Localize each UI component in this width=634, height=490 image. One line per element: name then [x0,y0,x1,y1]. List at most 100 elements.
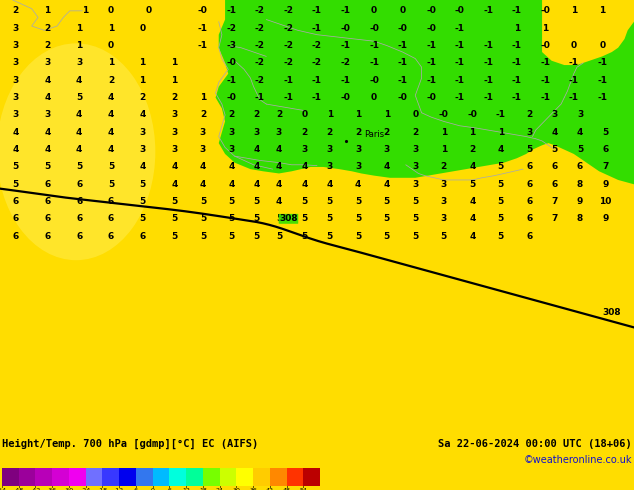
Text: 4: 4 [498,145,504,154]
Text: 2: 2 [384,128,390,137]
Text: 3: 3 [441,180,447,189]
Text: 48: 48 [283,488,290,490]
Text: -1: -1 [455,76,465,85]
Bar [36,468,52,486]
Text: 5: 5 [254,197,260,206]
Text: 54: 54 [299,488,307,490]
Text: -1: -1 [483,41,493,50]
Text: 5: 5 [355,197,361,206]
Text: 1: 1 [384,110,390,120]
Text: 3: 3 [441,215,447,223]
Text: 4: 4 [76,76,82,85]
Text: 4: 4 [108,145,114,154]
Text: 4: 4 [301,163,307,172]
Text: Paris: Paris [365,130,385,139]
Text: -1: -1 [540,93,550,102]
Bar [253,468,270,486]
Text: 4: 4 [108,128,114,137]
Text: 5: 5 [13,180,19,189]
Text: 5: 5 [498,197,504,206]
Text: 4: 4 [200,180,206,189]
Bar [203,468,219,486]
Text: 1: 1 [599,6,605,15]
Text: 3: 3 [441,197,447,206]
Text: -2: -2 [340,58,351,68]
Text: 8: 8 [577,215,583,223]
Text: -2: -2 [283,24,294,33]
Text: 4: 4 [76,145,82,154]
Text: 6: 6 [108,232,114,241]
Text: 3: 3 [276,128,282,137]
Text: 6: 6 [76,232,82,241]
Text: 5: 5 [412,232,418,241]
Text: 5: 5 [171,215,178,223]
Text: -0: -0 [467,110,477,120]
Text: 4: 4 [276,145,282,154]
Text: -0: -0 [340,24,351,33]
Text: -1: -1 [369,58,379,68]
Text: 5: 5 [469,180,476,189]
Text: -0: -0 [226,93,236,102]
Text: 4: 4 [108,110,114,120]
Text: -48: -48 [14,488,24,490]
Text: 5: 5 [552,145,558,154]
Text: -1: -1 [455,93,465,102]
Text: 3: 3 [384,145,390,154]
Text: 5: 5 [327,197,333,206]
Text: 5: 5 [355,215,361,223]
Text: -1: -1 [455,41,465,50]
Text: 3: 3 [301,145,307,154]
Text: 5: 5 [498,180,504,189]
Text: -2: -2 [255,58,265,68]
Text: 6: 6 [526,215,533,223]
Text: -0: -0 [398,93,408,102]
Text: -0: -0 [198,6,208,15]
Text: 3: 3 [44,110,51,120]
Text: 1: 1 [108,24,114,33]
Text: 6: 6 [139,232,146,241]
Text: 1: 1 [441,145,447,154]
Text: 6: 6 [44,197,51,206]
Text: 12: 12 [182,488,190,490]
Text: 5: 5 [276,232,282,241]
Text: -1: -1 [455,24,465,33]
Text: 3: 3 [355,163,361,172]
Text: 4: 4 [44,93,51,102]
Text: 4: 4 [171,163,178,172]
Text: 4: 4 [44,76,51,85]
Text: 4: 4 [254,180,260,189]
Text: -1: -1 [426,58,436,68]
Text: 4: 4 [355,180,361,189]
Text: 4: 4 [44,145,51,154]
Text: -0: -0 [439,110,449,120]
Text: 4: 4 [469,163,476,172]
Text: -12: -12 [114,488,124,490]
Text: 5: 5 [171,197,178,206]
Text: -0: -0 [540,6,550,15]
Text: 5: 5 [13,163,19,172]
Text: 5: 5 [276,215,282,223]
Text: 6: 6 [44,232,51,241]
Text: 0: 0 [399,6,406,15]
Text: -1: -1 [540,76,550,85]
Text: 6: 6 [76,180,82,189]
Text: 24: 24 [216,488,224,490]
Text: 4: 4 [469,232,476,241]
Text: 6: 6 [44,180,51,189]
Text: -1: -1 [398,41,408,50]
Text: 6: 6 [44,215,51,223]
Text: 6: 6 [552,163,558,172]
Text: 0: 0 [412,110,418,120]
Text: -2: -2 [226,24,236,33]
Text: -0: -0 [426,93,436,102]
Text: 4: 4 [254,163,260,172]
Text: 3: 3 [526,128,533,137]
Text: 4: 4 [200,163,206,172]
Text: 1: 1 [355,110,361,120]
Text: 3: 3 [13,76,19,85]
Text: 5: 5 [602,128,609,137]
Text: 1: 1 [498,128,504,137]
Text: 5: 5 [44,163,51,172]
Text: -1: -1 [226,6,236,15]
Text: 3: 3 [552,110,558,120]
